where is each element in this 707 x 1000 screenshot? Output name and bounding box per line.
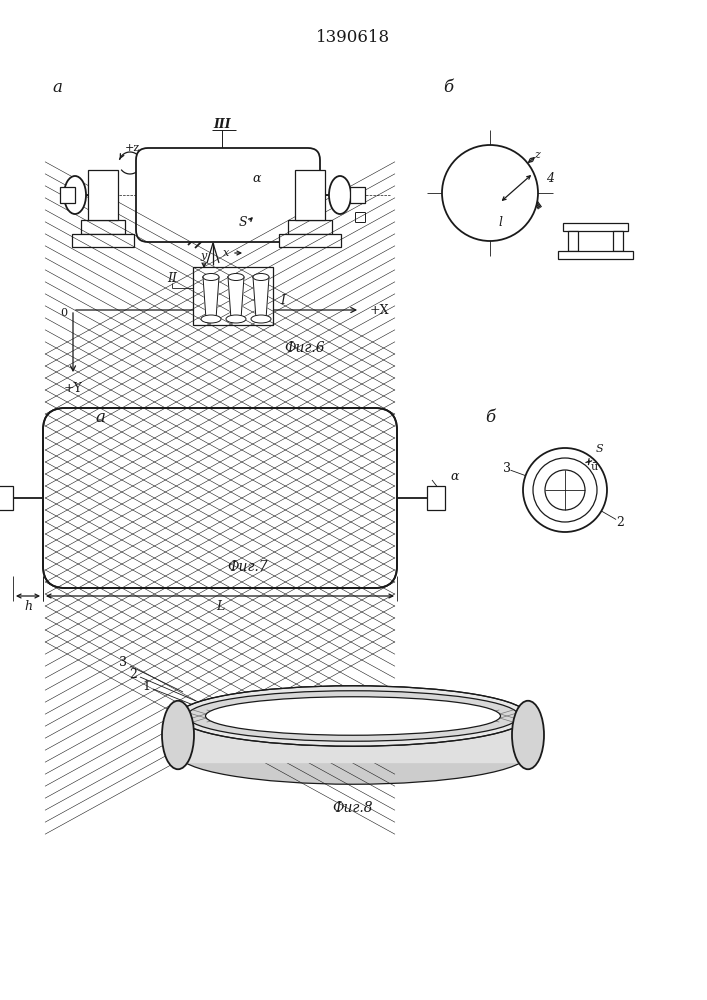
- Text: 1: 1: [142, 680, 150, 694]
- Text: Фиг.8: Фиг.8: [333, 801, 373, 815]
- Bar: [558, 251, 633, 259]
- Ellipse shape: [512, 701, 544, 769]
- Text: +z: +z: [124, 143, 139, 153]
- Circle shape: [442, 145, 538, 241]
- Text: Фиг.6: Фиг.6: [285, 341, 325, 355]
- Polygon shape: [253, 277, 269, 319]
- Text: y: y: [201, 251, 207, 261]
- Ellipse shape: [228, 273, 244, 280]
- FancyBboxPatch shape: [136, 148, 320, 242]
- Ellipse shape: [251, 315, 271, 323]
- Ellipse shape: [206, 697, 501, 735]
- Text: a: a: [95, 410, 105, 426]
- Bar: [563, 223, 628, 231]
- Text: α: α: [252, 172, 262, 184]
- Bar: [72, 234, 134, 247]
- Bar: [279, 234, 341, 247]
- Polygon shape: [228, 277, 244, 319]
- Bar: [81, 220, 125, 234]
- Text: +X: +X: [370, 304, 390, 316]
- Ellipse shape: [178, 686, 528, 746]
- Text: III: III: [214, 118, 230, 131]
- Ellipse shape: [226, 315, 246, 323]
- Text: h: h: [24, 599, 32, 612]
- Text: Фиг.7: Фиг.7: [228, 560, 269, 574]
- Bar: [288, 220, 332, 234]
- Text: 1390618: 1390618: [316, 28, 390, 45]
- Bar: [193, 267, 273, 325]
- Bar: [568, 231, 578, 251]
- Polygon shape: [203, 277, 219, 319]
- Text: 2: 2: [617, 516, 624, 528]
- Text: +Y: +Y: [64, 381, 83, 394]
- Text: z: z: [534, 150, 540, 160]
- Text: L: L: [216, 599, 224, 612]
- Circle shape: [545, 470, 585, 510]
- Ellipse shape: [64, 176, 86, 214]
- Text: б: б: [443, 80, 453, 97]
- Bar: [350, 187, 365, 203]
- Text: ū: ū: [591, 462, 598, 472]
- Bar: [0, 486, 13, 510]
- Text: S: S: [595, 444, 603, 454]
- Polygon shape: [178, 716, 528, 762]
- Text: x: x: [223, 248, 229, 258]
- Circle shape: [533, 458, 597, 522]
- Ellipse shape: [253, 273, 269, 280]
- Text: II: II: [167, 271, 177, 284]
- Bar: [88, 170, 118, 220]
- Bar: [427, 486, 445, 510]
- Ellipse shape: [203, 273, 219, 280]
- Text: 3: 3: [119, 656, 127, 670]
- Ellipse shape: [162, 701, 194, 769]
- Ellipse shape: [178, 724, 528, 784]
- Text: б: б: [485, 410, 495, 426]
- Bar: [295, 170, 325, 220]
- Text: α: α: [451, 470, 460, 483]
- Text: S: S: [239, 216, 247, 229]
- Circle shape: [523, 448, 607, 532]
- Bar: [60, 187, 75, 203]
- Text: a: a: [52, 80, 62, 97]
- Text: 0: 0: [60, 308, 67, 318]
- FancyBboxPatch shape: [43, 408, 397, 588]
- Bar: [613, 231, 623, 251]
- Text: 2: 2: [129, 668, 137, 682]
- Text: 3: 3: [503, 462, 510, 475]
- Text: l: l: [498, 216, 503, 229]
- Ellipse shape: [201, 315, 221, 323]
- Ellipse shape: [329, 176, 351, 214]
- Text: I: I: [281, 294, 286, 306]
- Text: 4: 4: [546, 172, 554, 184]
- Ellipse shape: [187, 691, 519, 741]
